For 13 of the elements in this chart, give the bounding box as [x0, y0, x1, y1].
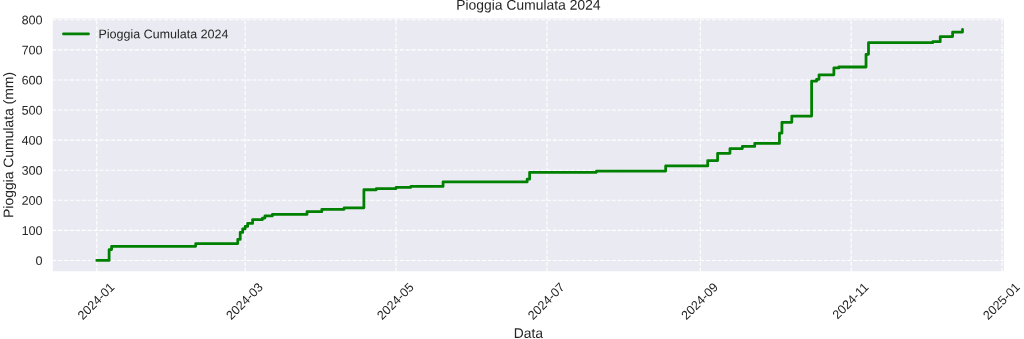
y-axis-title: Pioggia Cumulata (mm)	[3, 72, 17, 217]
y-tick-label: 400	[21, 135, 43, 145]
y-tick-label: 300	[22, 165, 43, 175]
y-tick-label: 200	[22, 196, 43, 205]
y-tick-label: 800	[22, 15, 43, 25]
chart-title: Pioggia Cumulata 2024	[457, 0, 601, 13]
y-tick-label: 100	[22, 226, 43, 236]
legend-label: Pioggia Cumulata 2024	[99, 29, 229, 41]
y-tick-label: 600	[22, 75, 43, 85]
y-tick-label: 0	[36, 256, 43, 266]
y-tick-label: 700	[22, 45, 43, 55]
y-tick-label: 500	[22, 105, 43, 115]
x-axis-title: Data	[514, 328, 544, 339]
